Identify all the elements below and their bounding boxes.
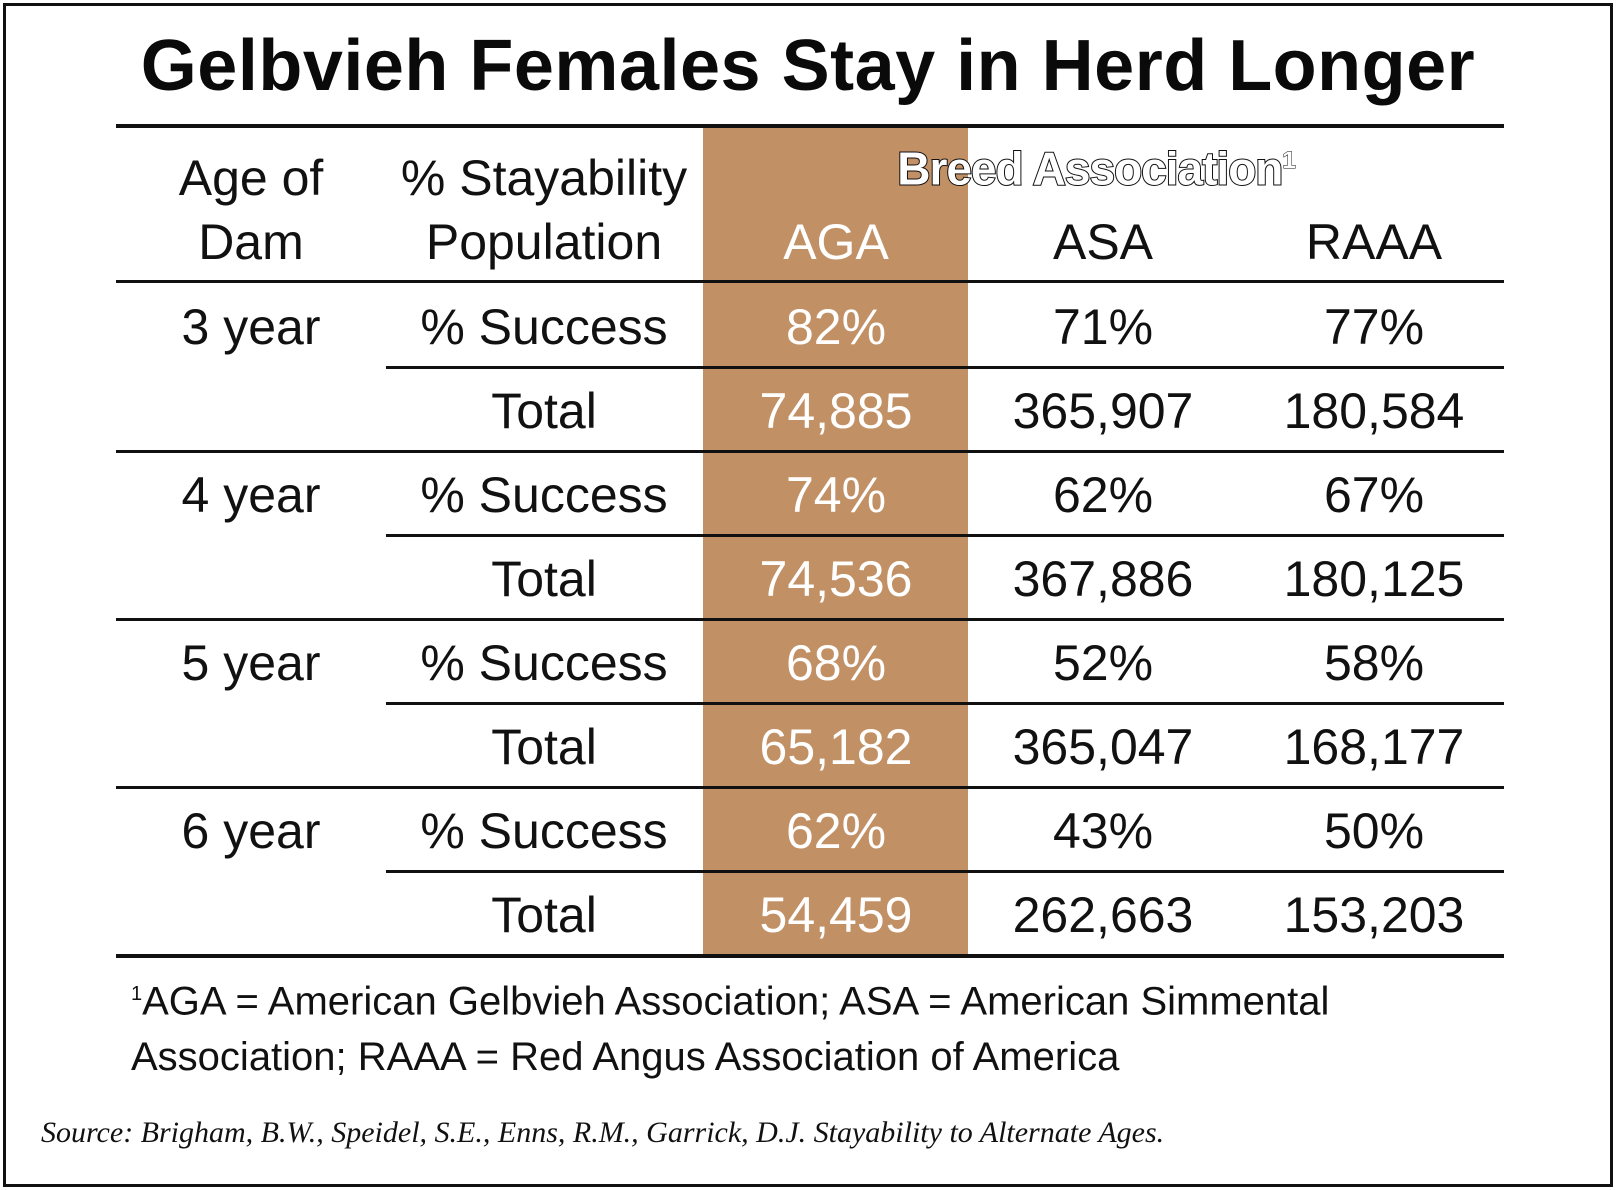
age-label-3-year: 3 year — [181, 299, 321, 355]
aga-highlight-band — [703, 124, 968, 955]
total-aga-3-year: 74,885 — [759, 383, 913, 439]
header-age-of-dam-line-2: Dam — [198, 214, 304, 270]
total-label-6-year: Total — [491, 887, 597, 943]
success-aga-6-year: 62% — [785, 803, 887, 859]
footnote-line-1: 1AGA = American Gelbvieh Association; AS… — [131, 966, 1471, 1029]
total-raaa-5-year: 168,177 — [1283, 719, 1465, 775]
total-aga-5-year: 65,182 — [759, 719, 913, 775]
subrow-rule-5-year — [386, 702, 1504, 705]
subrow-rule-3-year — [386, 366, 1504, 369]
success-asa-5-year: 52% — [1052, 635, 1154, 691]
total-raaa-3-year: 180,584 — [1283, 383, 1465, 439]
total-aga-4-year: 74,536 — [759, 551, 913, 607]
success-aga-3-year: 82% — [785, 299, 887, 355]
total-raaa-4-year: 180,125 — [1283, 551, 1465, 607]
header-stayability-line-2: Population — [425, 214, 663, 270]
figure-frame: Gelbvieh Females Stay in Herd Longer Bre… — [3, 3, 1613, 1187]
total-asa-5-year: 365,047 — [1012, 719, 1194, 775]
row-group-rule-5-year — [116, 786, 1504, 789]
total-asa-3-year: 365,907 — [1012, 383, 1194, 439]
success-label-4-year: % Success — [420, 467, 668, 523]
header-raaa: RAAA — [1305, 214, 1443, 270]
success-asa-6-year: 43% — [1052, 803, 1154, 859]
success-asa-3-year: 71% — [1052, 299, 1154, 355]
success-raaa-4-year: 67% — [1323, 467, 1425, 523]
row-group-rule-3-year — [116, 450, 1504, 453]
success-label-6-year: % Success — [420, 803, 668, 859]
table-top-rule — [116, 124, 1504, 128]
total-asa-4-year: 367,886 — [1012, 551, 1194, 607]
age-label-4-year: 4 year — [181, 467, 321, 523]
total-label-5-year: Total — [491, 719, 597, 775]
header-asa: ASA — [1052, 214, 1154, 270]
header-aga: AGA — [783, 214, 889, 270]
table-bottom-rule — [116, 954, 1504, 958]
success-raaa-3-year: 77% — [1323, 299, 1425, 355]
total-raaa-6-year: 153,203 — [1283, 887, 1465, 943]
row-group-rule-4-year — [116, 618, 1504, 621]
success-raaa-6-year: 50% — [1323, 803, 1425, 859]
header-stayability-line-1: % Stayability — [400, 150, 688, 206]
total-asa-6-year: 262,663 — [1012, 887, 1194, 943]
breed-association-footnote-mark: 1 — [1282, 147, 1296, 175]
success-aga-4-year: 74% — [785, 467, 887, 523]
breed-association-header: Breed Association1 — [856, 134, 1336, 195]
total-label-3-year: Total — [491, 383, 597, 439]
source-citation: Source: Brigham, B.W., Speidel, S.E., En… — [41, 1116, 1165, 1149]
subrow-rule-4-year — [386, 534, 1504, 537]
footnote-line-2: Association; RAAA = Red Angus Associatio… — [131, 1035, 1120, 1080]
total-aga-6-year: 54,459 — [759, 887, 913, 943]
success-asa-4-year: 62% — [1052, 467, 1154, 523]
age-label-6-year: 6 year — [181, 803, 321, 859]
success-aga-5-year: 68% — [785, 635, 887, 691]
success-label-5-year: % Success — [420, 635, 668, 691]
success-label-3-year: % Success — [420, 299, 668, 355]
footnote: 1AGA = American Gelbvieh Association; AS… — [131, 966, 1471, 1085]
age-label-5-year: 5 year — [181, 635, 321, 691]
header-age-of-dam-line-1: Age of — [178, 150, 324, 206]
breed-association-label: Breed Association — [896, 141, 1284, 195]
chart-title: Gelbvieh Females Stay in Herd Longer — [140, 26, 1476, 106]
footnote-text-1: AGA = American Gelbvieh Association; ASA… — [142, 979, 1330, 1024]
footnote-mark: 1 — [131, 983, 143, 1005]
total-label-4-year: Total — [491, 551, 597, 607]
success-raaa-5-year: 58% — [1323, 635, 1425, 691]
subrow-rule-6-year — [386, 870, 1504, 873]
header-bottom-rule — [116, 280, 1504, 283]
